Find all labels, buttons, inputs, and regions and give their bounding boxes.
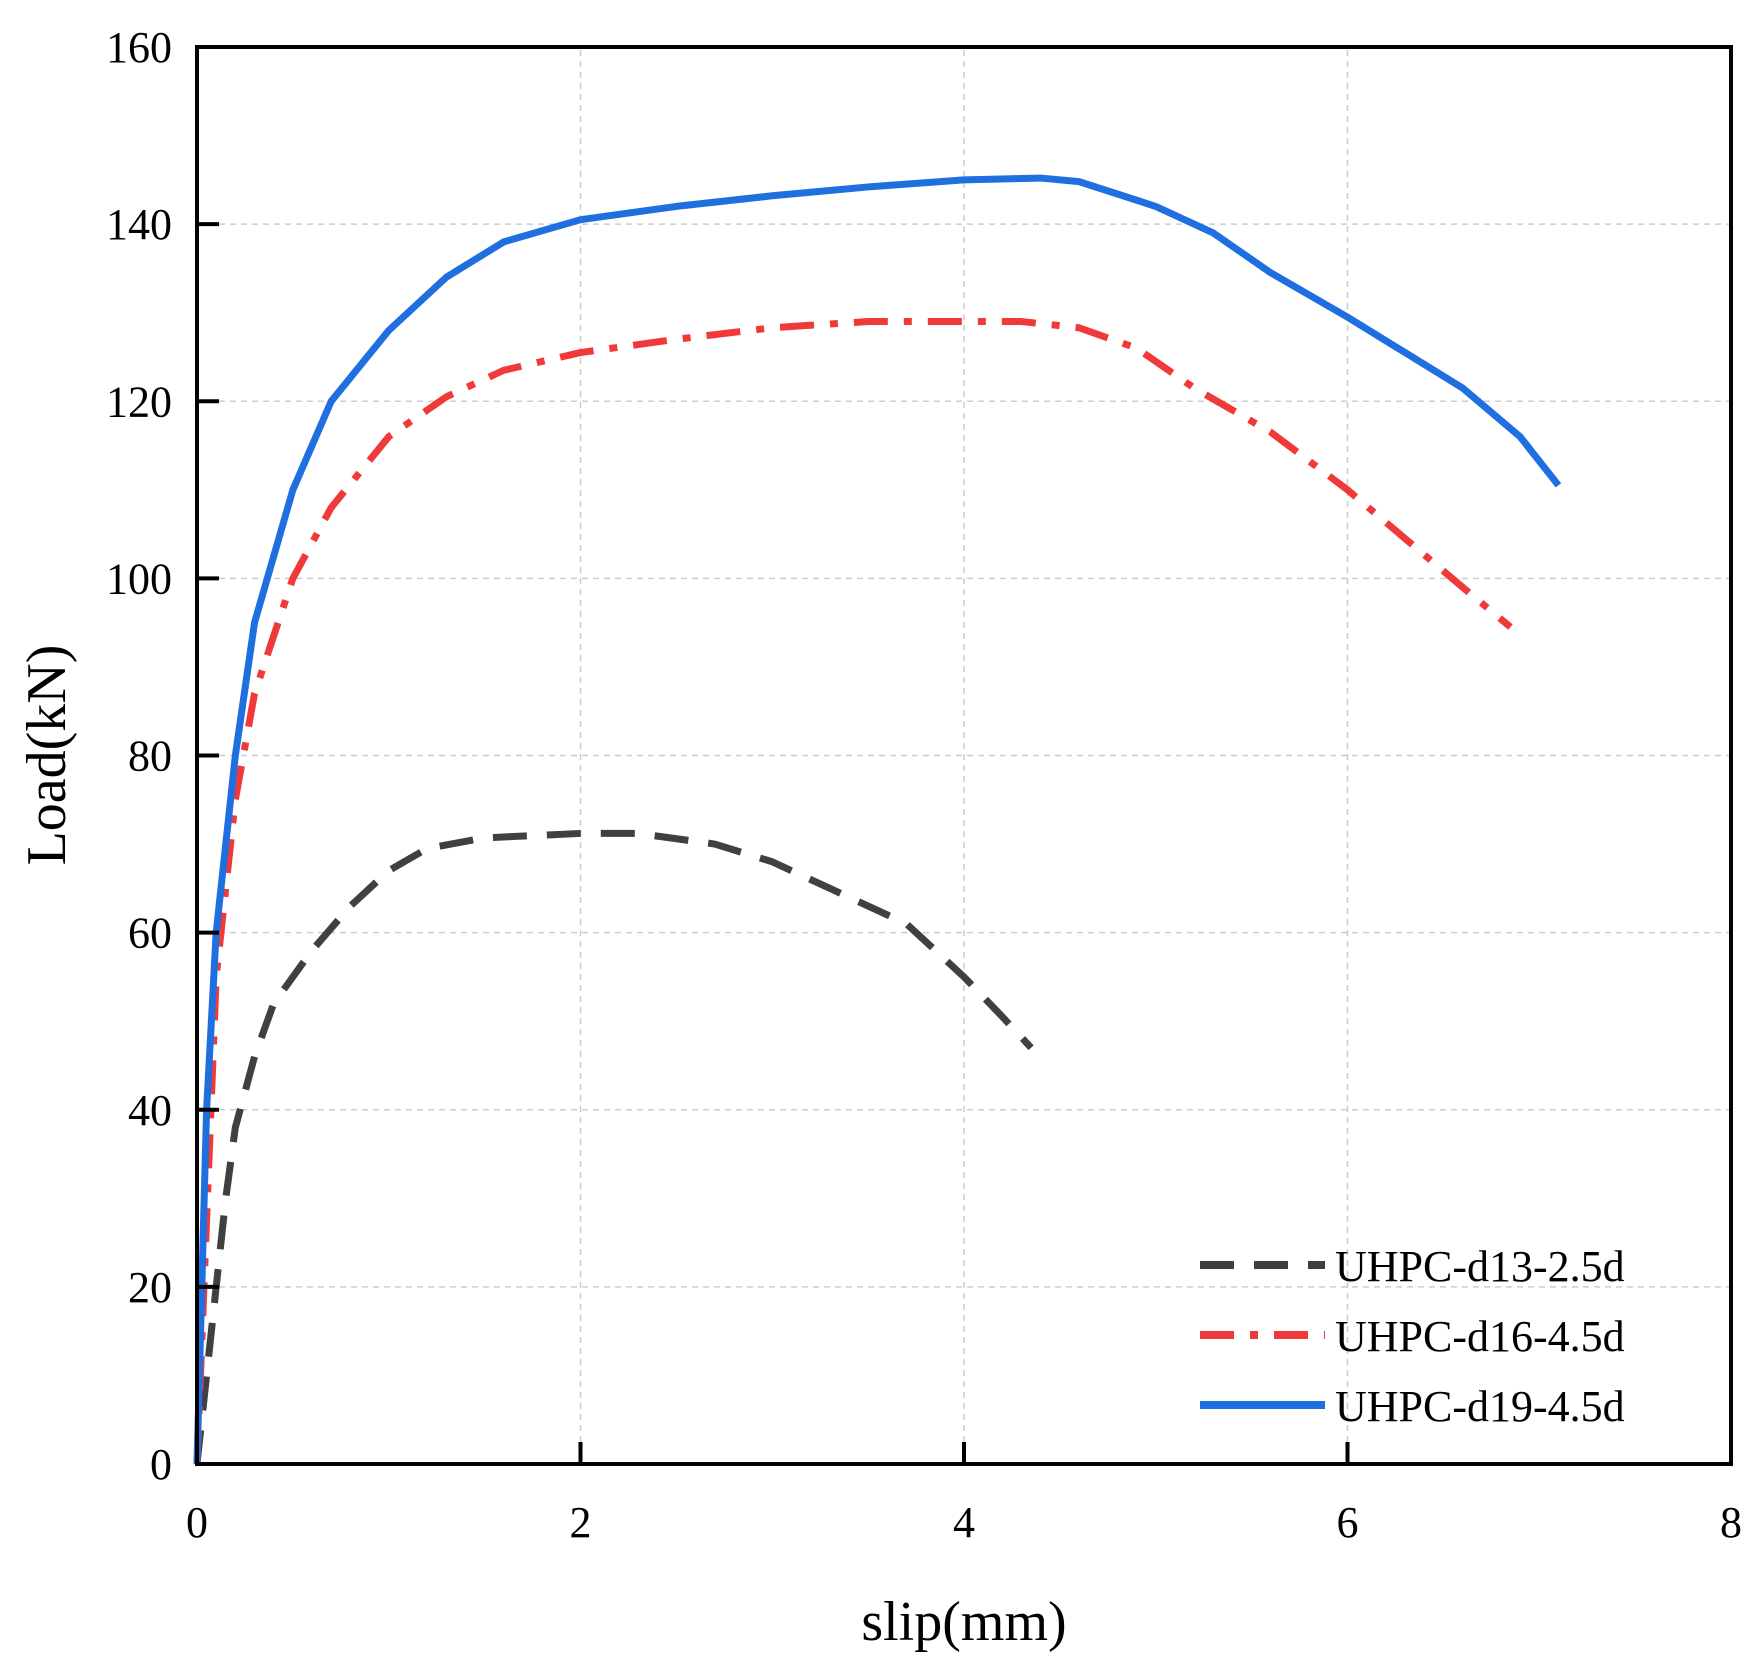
x-tick-label: 2 bbox=[570, 1498, 592, 1547]
x-tick-label: 4 bbox=[953, 1498, 975, 1547]
legend: UHPC-d13-2.5d UHPC-d16-4.5d UHPC-d19-4.5d bbox=[1200, 1242, 1625, 1431]
x-tick-label: 8 bbox=[1720, 1498, 1742, 1547]
x-tick-label: 0 bbox=[186, 1498, 208, 1547]
y-tick-label: 100 bbox=[106, 554, 172, 603]
legend-label: UHPC-d13-2.5d bbox=[1335, 1242, 1625, 1291]
series-line-UHPC-d16-4.5d bbox=[193, 318, 1513, 1465]
series-line-UHPC-d13-2.5d bbox=[193, 829, 1034, 1465]
legend-label: UHPC-d19-4.5d bbox=[1335, 1382, 1625, 1431]
y-tick-label: 160 bbox=[106, 23, 172, 72]
y-tick-label: 60 bbox=[128, 909, 172, 958]
y-tick-label: 80 bbox=[128, 732, 172, 781]
y-tick-label: 120 bbox=[106, 377, 172, 426]
y-tick-label: 140 bbox=[106, 200, 172, 249]
y-axis-label: Load(kN) bbox=[16, 645, 78, 866]
y-tick-label: 40 bbox=[128, 1086, 172, 1135]
y-tick-label: 0 bbox=[150, 1440, 172, 1489]
y-tick-label: 20 bbox=[128, 1263, 172, 1312]
series-line-UHPC-d19-4.5d bbox=[193, 174, 1562, 1465]
x-tick-label: 6 bbox=[1337, 1498, 1359, 1547]
x-axis-label: slip(mm) bbox=[861, 1591, 1066, 1653]
legend-label: UHPC-d16-4.5d bbox=[1335, 1312, 1625, 1361]
